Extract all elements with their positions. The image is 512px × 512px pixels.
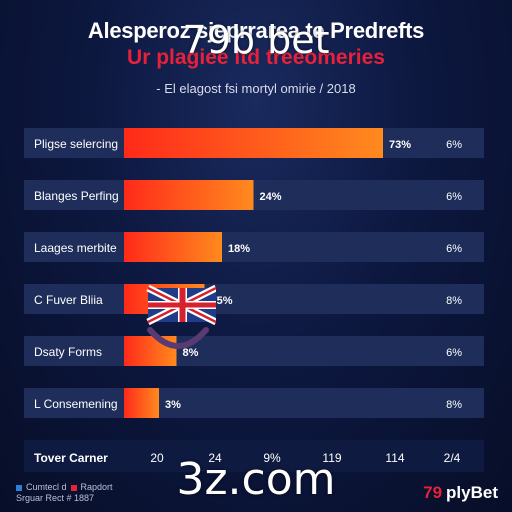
value-label: 18% xyxy=(228,243,250,255)
bar xyxy=(124,388,159,418)
category-label: Laages merbite xyxy=(34,241,117,255)
category-label: L Consemening xyxy=(34,397,118,411)
value-label: 73% xyxy=(389,139,411,151)
row-background xyxy=(24,284,484,314)
category-label: Dsaty Forms xyxy=(34,345,102,359)
brand-text: plyBet xyxy=(446,483,498,502)
footer-value: 119 xyxy=(322,451,341,465)
footer-value: 2/4 xyxy=(444,451,461,465)
category-label: Blanges Perfing xyxy=(34,189,119,203)
category-label: C Fuver Bliia xyxy=(34,293,103,307)
legend-swatch xyxy=(70,484,77,491)
row-background xyxy=(24,336,484,366)
footer-row xyxy=(24,440,484,472)
right-label: 8% xyxy=(446,399,462,411)
right-label: 6% xyxy=(446,347,462,359)
right-label: 8% xyxy=(446,295,462,307)
legend-row: Cumtecl d Rapdort xyxy=(16,482,113,493)
value-label: 3% xyxy=(165,399,181,411)
legend-label: Cumtecl d xyxy=(26,482,67,492)
brand-logo: 79 plyBet xyxy=(423,483,498,503)
watermark-top: 79b bet xyxy=(182,18,330,62)
legend-swatch xyxy=(16,484,22,491)
legend-label: Rapdort xyxy=(80,482,113,492)
value-label: 24% xyxy=(260,191,282,203)
row-background xyxy=(24,180,484,210)
watermark-bottom: 3z.com xyxy=(176,454,336,505)
category-label: Pligse selercing xyxy=(34,137,118,151)
footer-value: 9% xyxy=(263,451,281,465)
right-label: 6% xyxy=(446,139,462,151)
footer-value: 24 xyxy=(208,451,222,465)
value-label: 8% xyxy=(183,347,199,359)
legend-note: Srguar Rect # 1887 xyxy=(16,493,95,503)
value-label: 75% xyxy=(211,295,233,307)
chart-subtitle: Ur plagiee ltd treeomeries xyxy=(127,46,385,69)
brand-number: 79 xyxy=(423,483,443,502)
footer-label: Tover Carner xyxy=(34,451,108,465)
legend: Cumtecl d Rapdort Srguar Rect # 1887 xyxy=(16,482,113,504)
bar xyxy=(124,180,254,210)
right-label: 6% xyxy=(446,191,462,203)
bar xyxy=(124,128,383,158)
footer-value: 20 xyxy=(150,451,164,465)
chart-title: Alesperoz sjeprrarea te Predrefts xyxy=(87,18,425,43)
bar xyxy=(124,232,222,262)
row-background xyxy=(24,388,484,418)
row-background xyxy=(24,232,484,262)
uk-flag-icon xyxy=(146,284,216,349)
chart-caption: - El elagost fsi mortyl omirie / 2018 xyxy=(156,81,356,96)
footer-value: 114 xyxy=(385,451,404,465)
right-label: 6% xyxy=(446,243,462,255)
